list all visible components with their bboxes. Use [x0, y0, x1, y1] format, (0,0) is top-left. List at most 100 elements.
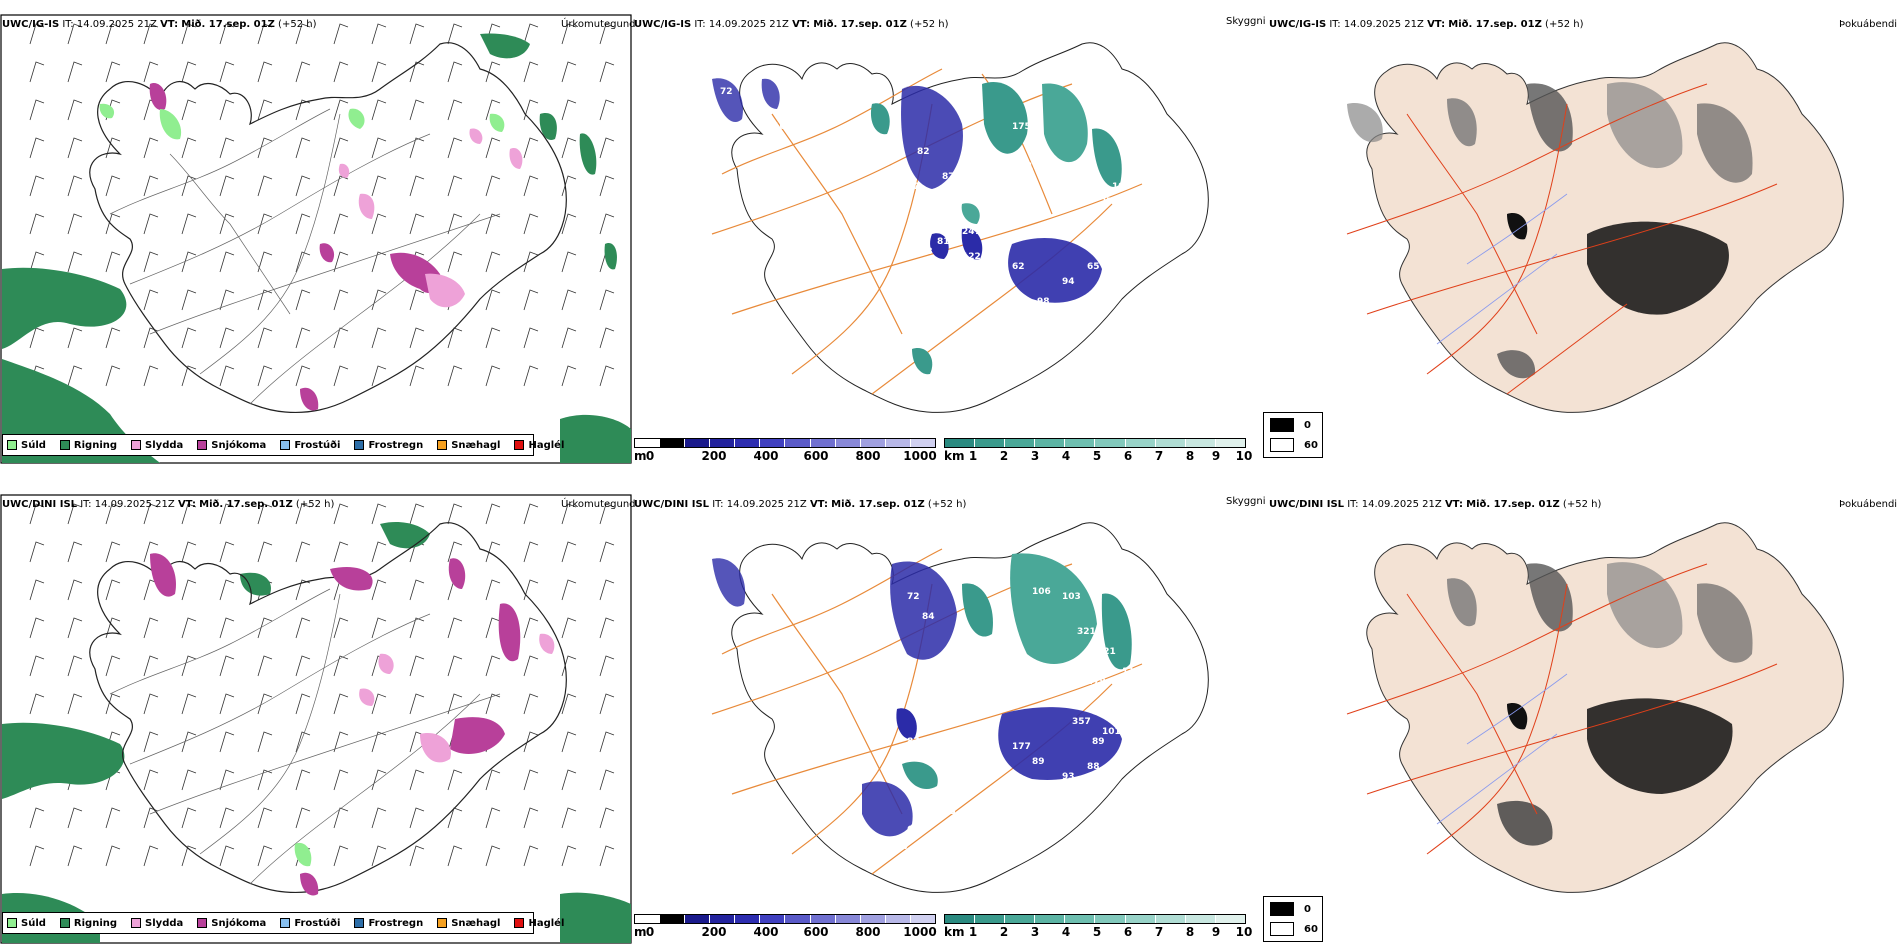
tick: 400: [753, 449, 779, 463]
fog-swatch: [1270, 922, 1294, 936]
wind-barb: [333, 503, 349, 525]
wind-barb: [485, 845, 501, 867]
wind-barb: [333, 365, 349, 387]
colorbar-segment: [710, 915, 736, 923]
wind-barb: [67, 693, 83, 715]
it-value: 14.09.2025 21Z: [76, 19, 157, 30]
wind-barb: [599, 365, 615, 387]
legend-swatch: [280, 440, 291, 450]
tick: 600: [803, 449, 829, 463]
wind-barb: [561, 175, 577, 197]
wind-barb: [105, 251, 121, 273]
wind-barb: [409, 137, 425, 159]
wind-barb: [257, 845, 273, 867]
wind-barb: [219, 175, 235, 197]
it-value: 14.09.2025 21Z: [1361, 499, 1442, 510]
tick: 0: [645, 925, 655, 939]
wind-barb: [333, 693, 349, 715]
height-unit: m: [634, 449, 647, 463]
wind-barb: [105, 579, 121, 601]
colorbar-segment: [860, 915, 886, 923]
wind-barb: [29, 693, 45, 715]
visibility-areas: [712, 78, 1122, 375]
wind-barb: [371, 365, 387, 387]
wind-barb: [333, 769, 349, 791]
wind-barb: [523, 137, 539, 159]
wind-barb: [257, 541, 273, 563]
wind-barb: [181, 807, 197, 829]
wind-barb: [257, 23, 273, 45]
legend-swatch: [7, 918, 17, 928]
iceland-fog: [1347, 42, 1844, 413]
tick: 9: [1211, 449, 1221, 463]
wind-barb: [561, 289, 577, 311]
visibility-unit: km: [944, 925, 965, 939]
wind-barb: [67, 655, 83, 677]
wind-barb: [523, 175, 539, 197]
wind-barb: [485, 175, 501, 197]
legend-label: Súld: [21, 439, 46, 451]
wind-barb: [371, 845, 387, 867]
lead-time: (+52 h): [278, 19, 317, 30]
colorbar-segment: [1065, 439, 1096, 447]
wind-barb: [105, 693, 121, 715]
legend-label: Snæhagl: [451, 439, 501, 451]
model-name: UWC/DINI ISL: [1269, 499, 1345, 510]
tick: 200: [701, 449, 727, 463]
model-name: UWC/IG-IS: [2, 19, 60, 30]
wind-barb: [333, 289, 349, 311]
wind-barb: [143, 845, 159, 867]
wind-barb: [67, 175, 83, 197]
wind-barb: [599, 731, 615, 753]
wind-barb: [599, 61, 615, 83]
visibility-value-label: 87: [907, 737, 920, 747]
legend-item: Súld: [7, 918, 46, 929]
wind-barb: [371, 175, 387, 197]
legend-swatch: [131, 918, 142, 928]
fog-legend-label: 60: [1304, 439, 1318, 451]
wind-barb: [219, 61, 235, 83]
lead-time: (+52 h): [927, 499, 967, 510]
wind-barb: [67, 845, 83, 867]
lead-time: (+52 h): [1562, 499, 1602, 510]
it-value: 14.09.2025 21Z: [726, 499, 807, 510]
colorbar-segment: [945, 915, 976, 923]
colorbar-segment: [1215, 439, 1245, 447]
wind-barb: [485, 769, 501, 791]
colorbar-segment: [1185, 439, 1216, 447]
wind-barb: [561, 617, 577, 639]
wind-barb: [561, 655, 577, 677]
visibility-value-label: 57: [897, 842, 910, 852]
wind-barb: [447, 541, 463, 563]
wind-barb: [599, 541, 615, 563]
visibility-value-label: 72: [720, 87, 733, 97]
colorbar-segment: [1065, 915, 1096, 923]
wind-barb: [333, 251, 349, 273]
wind-barb: [561, 541, 577, 563]
tick: 9: [1211, 925, 1221, 939]
panel-header: UWC/DINI ISL IT: 14.09.2025 21Z VT: Mið.…: [634, 499, 966, 511]
colorbar-segment: [810, 439, 836, 447]
vt-prefix: VT:: [160, 19, 179, 30]
visibility-colorbar: [944, 914, 1246, 924]
visibility-value-label: 89: [1032, 757, 1045, 767]
wind-barb: [295, 541, 311, 563]
wind-barb: [67, 617, 83, 639]
wind-barb: [333, 655, 349, 677]
fog-title: Þokuábendi: [1839, 19, 1898, 30]
wind-barb: [257, 213, 273, 235]
wind-barb: [67, 23, 83, 45]
visibility-value-label: 82: [917, 147, 930, 157]
wind-barb: [143, 213, 159, 235]
wind-barb: [599, 137, 615, 159]
visibility-value-label: 106: [1032, 587, 1051, 597]
fog-legend: 0 60: [1263, 412, 1323, 458]
wind-barb: [219, 213, 235, 235]
wind-barb: [333, 327, 349, 349]
wind-barb: [409, 807, 425, 829]
wind-barb: [295, 655, 311, 677]
vt-value: Mið. 17.sep. 01Z: [1448, 19, 1542, 30]
wind-barb: [371, 579, 387, 601]
wind-barb: [523, 213, 539, 235]
colorbar-segment: [635, 915, 661, 923]
